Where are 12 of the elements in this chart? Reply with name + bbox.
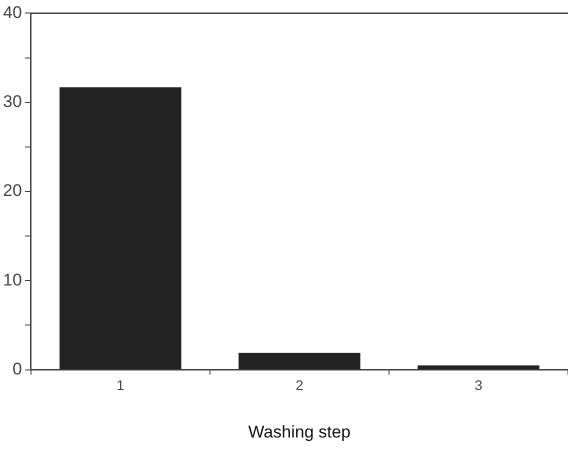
- bar: [60, 87, 182, 370]
- y-tick-label: 30: [2, 92, 22, 112]
- y-tick-label: 20: [2, 181, 22, 200]
- y-tick-label: 40: [2, 2, 22, 22]
- bar: [418, 365, 540, 370]
- bar: [238, 352, 360, 370]
- y-tick-label: 0: [12, 359, 22, 378]
- x-tick-label: 3: [474, 377, 483, 394]
- y-tick-label: 10: [2, 270, 22, 290]
- x-axis-title: Washing step: [248, 422, 351, 442]
- x-tick-label: 2: [296, 377, 304, 394]
- x-tick-label: 1: [116, 377, 125, 394]
